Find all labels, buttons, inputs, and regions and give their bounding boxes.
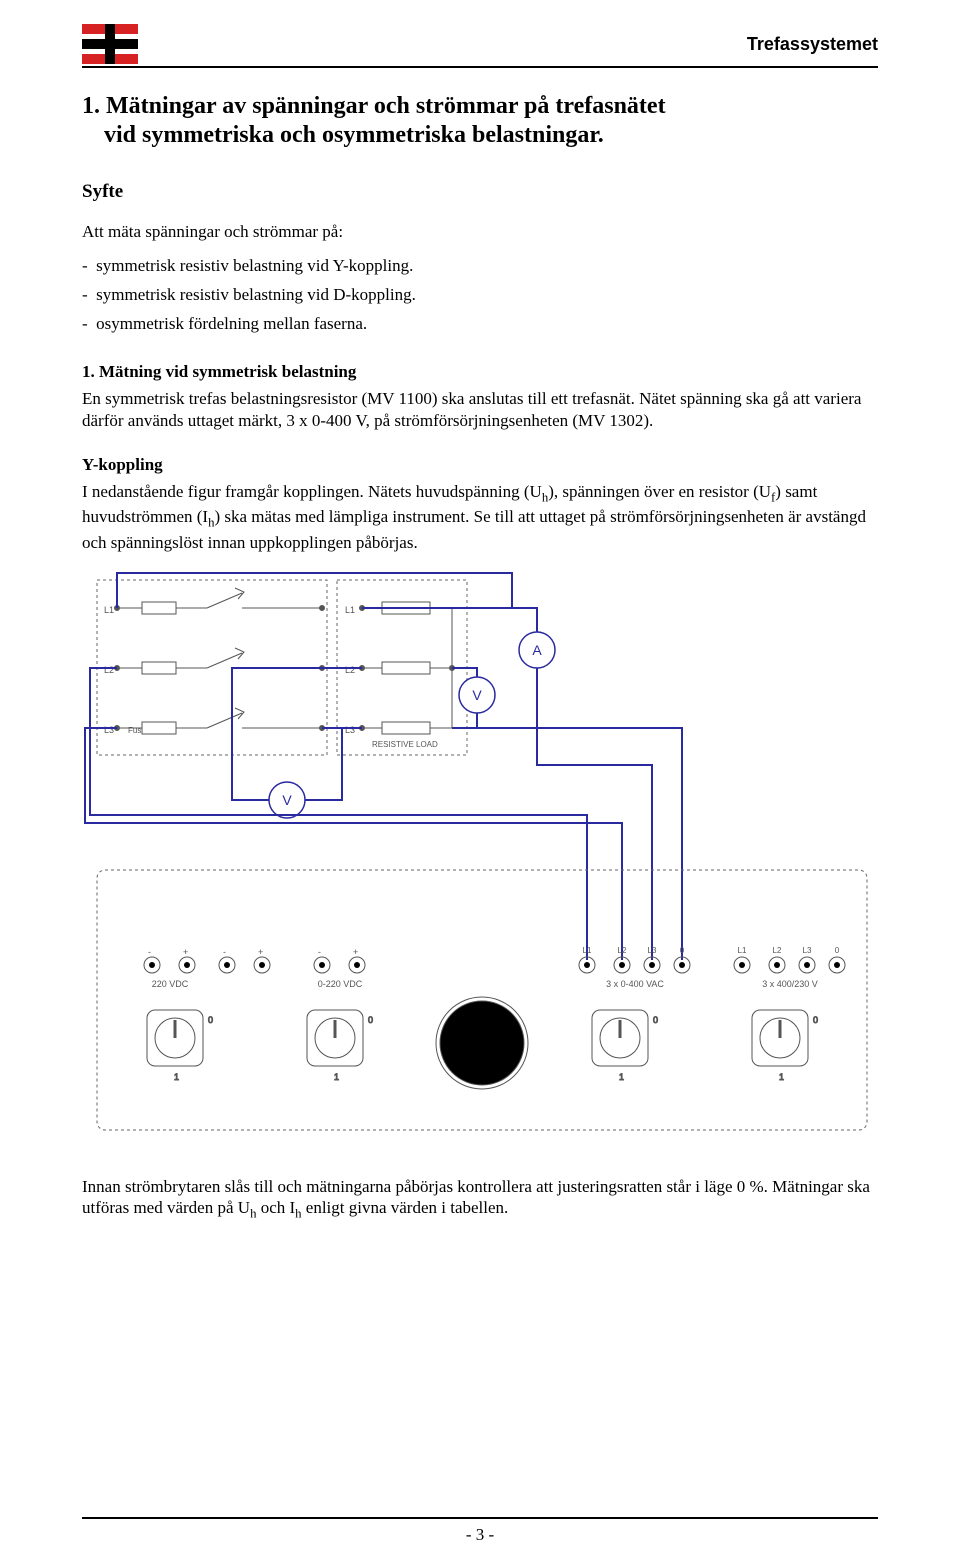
dial-4: 0 1 <box>752 1010 818 1082</box>
panel-ac2-0: 0 <box>835 946 840 955</box>
diagram-load-L1: L1 <box>345 605 355 615</box>
diagram-src-L1: L1 <box>104 605 114 615</box>
dial-main <box>436 997 528 1089</box>
syfte-intro: Att mäta spänningar och strömmar på: <box>82 221 878 242</box>
bullet-3: - osymmetrisk fördelning mellan faserna. <box>82 310 878 339</box>
dial-3: 0 1 <box>592 1010 658 1082</box>
dial4-0: 0 <box>813 1015 818 1025</box>
panel-ac1-L1: L1 <box>583 946 592 955</box>
label-220vdc: 220 VDC <box>152 979 189 989</box>
dial4-1: 1 <box>779 1072 784 1082</box>
terminal-group-220vdc: - + 220 VDC <box>144 947 195 989</box>
label-0-220vdc: 0-220 VDC <box>318 979 363 989</box>
plus3: + <box>353 947 358 957</box>
content: 1. Mätningar av spänningar och strömmar … <box>82 68 878 1515</box>
dial3-1: 1 <box>619 1072 624 1082</box>
panel-ac2-L2: L2 <box>773 946 782 955</box>
page-header: Trefassystemet <box>82 24 878 64</box>
diagram-resistive-load-label: RESISTIVE LOAD <box>372 740 438 749</box>
bullet-2: - symmetrisk resistiv belastning vid D-k… <box>82 281 878 310</box>
dial1-1: 1 <box>174 1072 179 1082</box>
footer-rule <box>82 1517 878 1519</box>
diagram-src-L2: L2 <box>104 665 114 675</box>
dial2-1: 1 <box>334 1072 339 1082</box>
diagram-voltmeter-uh-label: V <box>282 792 292 808</box>
dial-1: 0 1 <box>147 1010 213 1082</box>
panel-ac2-L3: L3 <box>803 946 812 955</box>
diagram-ammeter-label: A <box>532 642 542 658</box>
diagram-load-L3: L3 <box>345 725 355 735</box>
lower-part2: och I <box>256 1198 295 1217</box>
bullet-1: - symmetrisk resistiv belastning vid Y-k… <box>82 252 878 281</box>
section-heading-1: 1. Mätningar av spänningar och strömmar … <box>82 92 878 151</box>
y-p-part2: ), spänningen över en resistor (U <box>548 482 771 501</box>
lower-part3: enligt givna värden i tabellen. <box>302 1198 509 1217</box>
diagram-load-L2: L2 <box>345 665 355 675</box>
label-3x400-230v: 3 x 400/230 V <box>762 979 818 989</box>
panel-ac1-0: 0 <box>680 946 685 955</box>
minus: - <box>148 947 151 957</box>
closing-paragraph: Innan strömbrytaren slås till och mätnin… <box>82 1176 878 1223</box>
diagram-voltmeter-uf-label: V <box>472 687 482 703</box>
minus3: - <box>318 947 321 957</box>
page-footer: - 3 - <box>82 1515 878 1545</box>
bullet-list: - symmetrisk resistiv belastning vid Y-k… <box>82 252 878 339</box>
dial1-0: 0 <box>208 1015 213 1025</box>
diagram-src-L3: L3 <box>104 725 114 735</box>
page: Trefassystemet 1. Mätningar av spänninga… <box>0 0 960 1565</box>
dial-2: 0 1 <box>307 1010 373 1082</box>
y-koppling-paragraph: I nedanstående figur framgår kopplingen.… <box>82 481 878 553</box>
y-p-part1: I nedanstående figur framgår kopplingen.… <box>82 482 542 501</box>
sec1-heading: 1. Mätning vid symmetrisk belastning <box>82 362 878 382</box>
plus2: + <box>258 947 263 957</box>
dial2-0: 0 <box>368 1015 373 1025</box>
panel-ac2-L1: L1 <box>738 946 747 955</box>
minus2: - <box>223 947 226 957</box>
h1-line1: 1. Mätningar av spänningar och strömmar … <box>82 93 666 119</box>
dial3-0: 0 <box>653 1015 658 1025</box>
header-title: Trefassystemet <box>747 34 878 55</box>
syfte-heading: Syfte <box>82 181 878 203</box>
wiring-diagram: RESISTIVE LOAD L1 L2 L3 Fuse <box>82 565 878 1150</box>
label-3x0-400vac: 3 x 0-400 VAC <box>606 979 664 989</box>
plus: + <box>183 947 188 957</box>
sec1-paragraph: En symmetrisk trefas belastningsresistor… <box>82 388 878 431</box>
y-koppling-heading: Y-koppling <box>82 455 878 475</box>
panel-ac1-L3: L3 <box>648 946 657 955</box>
page-number: - 3 - <box>82 1525 878 1545</box>
h1-line2: vid symmetriska och osymmetriska belastn… <box>82 122 604 148</box>
panel-ac1-L2: L2 <box>618 946 627 955</box>
logo <box>82 24 138 64</box>
